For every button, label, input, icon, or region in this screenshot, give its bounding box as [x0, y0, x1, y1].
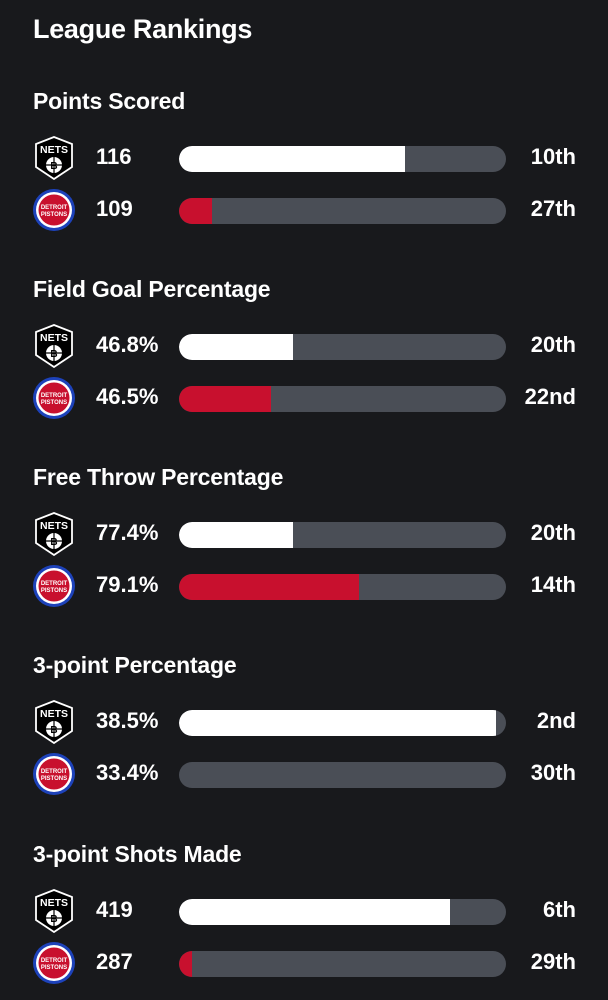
pistons-logo-icon: DETROIT PISTONS	[32, 941, 76, 985]
pistons-stat-value: 33.4%	[96, 760, 159, 785]
nets-ranking-bar	[179, 710, 506, 736]
nets-logo-icon: NETS B	[32, 136, 76, 181]
stat-title: 3-point Shots Made	[33, 841, 242, 867]
pistons-stat-rank: 14th	[530, 572, 576, 597]
nets-logo-text: NETS	[40, 144, 68, 156]
pistons-stat-row: DETROIT PISTONS 46.5% 22nd	[0, 376, 608, 420]
pistons-logo-line1: DETROIT	[41, 958, 68, 964]
pistons-logo-icon: DETROIT PISTONS	[32, 564, 76, 608]
nets-logo-icon: NETS B	[32, 324, 76, 369]
pistons-ranking-bar	[179, 198, 506, 224]
pistons-ranking-bar	[179, 574, 506, 600]
nets-logo-letter: B	[50, 914, 57, 925]
pistons-logo-icon: DETROIT PISTONS	[32, 188, 76, 232]
nets-stat-value: 116	[96, 144, 132, 169]
nets-stat-row: NETS B 46.8% 20th	[0, 324, 608, 369]
nets-stat-value: 77.4%	[96, 520, 159, 545]
nets-logo-icon: NETS B	[32, 700, 76, 745]
pistons-stat-value: 287	[96, 949, 133, 974]
nets-logo-letter: B	[50, 537, 57, 548]
pistons-stat-row: DETROIT PISTONS 33.4% 30th	[0, 752, 608, 796]
pistons-stat-rank: 27th	[530, 196, 576, 221]
page-title: League Rankings	[33, 14, 253, 44]
nets-logo-text: NETS	[40, 332, 68, 344]
nets-ranking-bar	[179, 522, 506, 548]
nets-stat-rank: 6th	[543, 897, 576, 922]
nets-stat-rank: 20th	[530, 332, 576, 357]
pistons-logo-line2: PISTONS	[41, 776, 67, 782]
pistons-stat-row: DETROIT PISTONS 79.1% 14th	[0, 564, 608, 608]
nets-ranking-bar-fill	[179, 522, 294, 548]
stat-title: Free Throw Percentage	[33, 464, 284, 490]
pistons-ranking-bar-fill	[179, 574, 359, 600]
pistons-stat-value: 46.5%	[96, 384, 159, 409]
nets-ranking-bar	[179, 146, 506, 172]
nets-stat-row: NETS B 419 6th	[0, 889, 608, 934]
nets-stat-row: NETS B 116 10th	[0, 136, 608, 181]
pistons-stat-value: 109	[96, 196, 133, 221]
pistons-ranking-bar-fill	[179, 198, 212, 224]
nets-logo-text: NETS	[40, 708, 68, 720]
nets-logo-text: NETS	[40, 520, 68, 532]
nets-logo-letter: B	[50, 725, 57, 736]
pistons-ranking-bar	[179, 386, 506, 412]
pistons-logo-line1: DETROIT	[41, 205, 68, 211]
stat-title: 3-point Percentage	[33, 652, 237, 678]
pistons-stat-rank: 29th	[530, 949, 576, 974]
stat-title: Field Goal Percentage	[33, 276, 271, 302]
pistons-ranking-bar	[179, 951, 506, 977]
pistons-logo-line2: PISTONS	[41, 212, 67, 218]
pistons-ranking-bar-fill	[179, 951, 193, 977]
stat-title: Points Scored	[33, 88, 186, 114]
nets-logo-letter: B	[50, 349, 57, 360]
pistons-logo-line2: PISTONS	[41, 588, 67, 594]
pistons-logo-icon: DETROIT PISTONS	[32, 752, 76, 796]
nets-ranking-bar-fill	[179, 710, 497, 736]
nets-stat-row: NETS B 77.4% 20th	[0, 512, 608, 557]
nets-stat-rank: 20th	[530, 520, 576, 545]
nets-logo-letter: B	[50, 161, 57, 172]
nets-stat-value: 46.8%	[96, 332, 159, 357]
nets-logo-text: NETS	[40, 897, 68, 909]
nets-logo-icon: NETS B	[32, 512, 76, 557]
pistons-stat-row: DETROIT PISTONS 109 27th	[0, 188, 608, 232]
pistons-stat-row: DETROIT PISTONS 287 29th	[0, 941, 608, 985]
nets-ranking-bar	[179, 899, 506, 925]
pistons-logo-line1: DETROIT	[41, 393, 68, 399]
nets-stat-row: NETS B 38.5% 2nd	[0, 700, 608, 745]
pistons-stat-rank: 22nd	[524, 384, 576, 409]
nets-ranking-bar	[179, 334, 506, 360]
pistons-stat-value: 79.1%	[96, 572, 159, 597]
pistons-logo-line2: PISTONS	[41, 965, 67, 971]
pistons-logo-line1: DETROIT	[41, 581, 68, 587]
nets-ranking-bar-fill	[179, 334, 294, 360]
nets-ranking-bar-fill	[179, 899, 451, 925]
nets-stat-rank: 2nd	[536, 708, 576, 733]
pistons-ranking-bar-fill	[179, 386, 271, 412]
nets-stat-rank: 10th	[530, 144, 576, 169]
pistons-logo-icon: DETROIT PISTONS	[32, 376, 76, 420]
nets-ranking-bar-fill	[179, 146, 405, 172]
pistons-stat-rank: 30th	[530, 760, 576, 785]
nets-logo-icon: NETS B	[32, 889, 76, 934]
pistons-logo-line1: DETROIT	[41, 769, 68, 775]
pistons-ranking-bar	[179, 762, 506, 788]
pistons-logo-line2: PISTONS	[41, 400, 67, 406]
nets-stat-value: 38.5%	[96, 708, 159, 733]
nets-stat-value: 419	[96, 897, 133, 922]
